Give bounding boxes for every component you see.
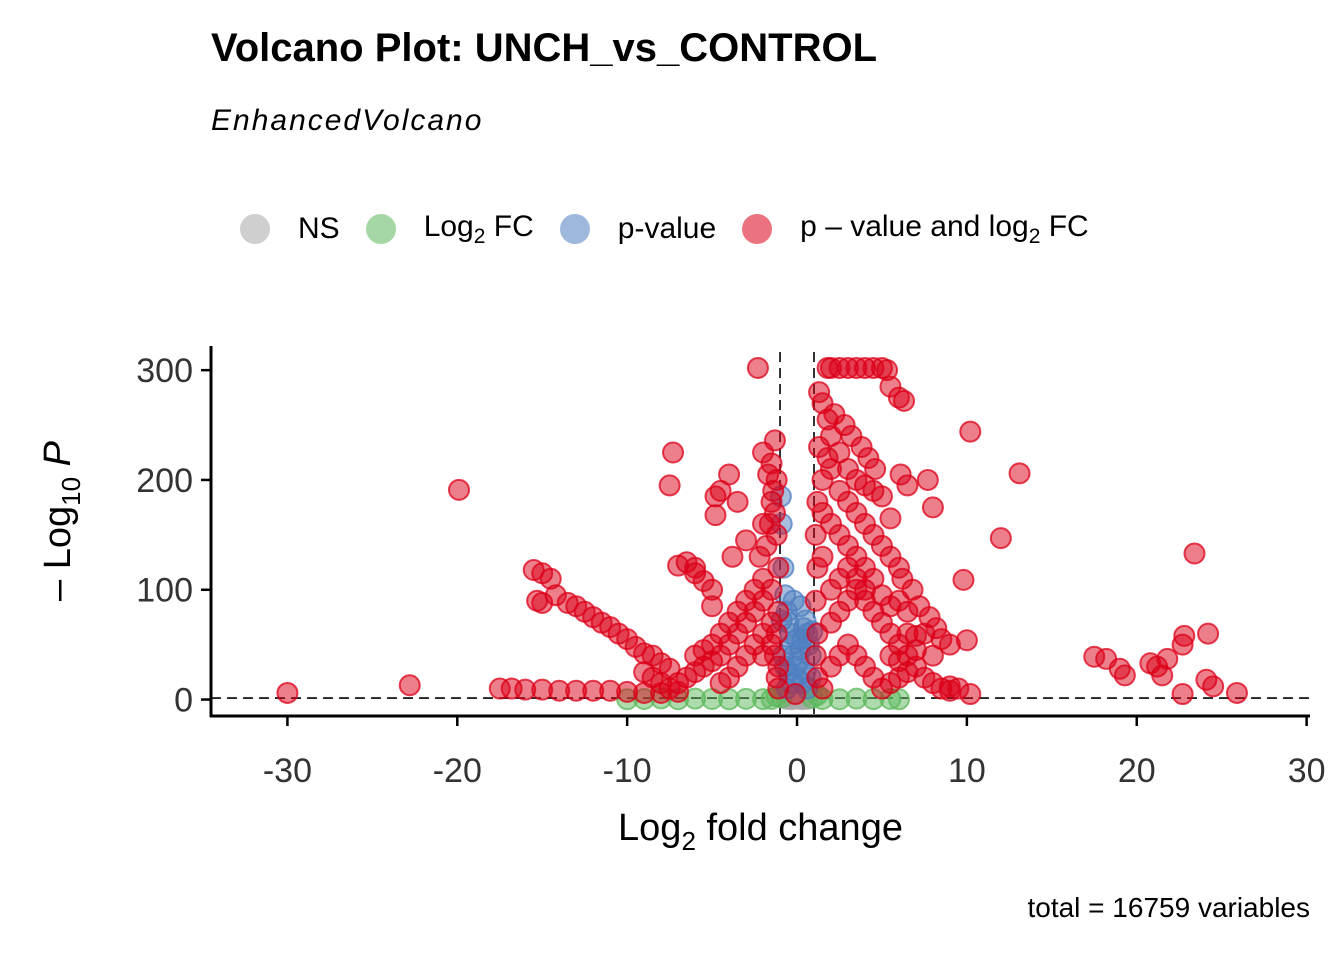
- data-point: [952, 568, 975, 591]
- data-point: [531, 591, 554, 614]
- y-tick-label: 100: [136, 572, 193, 610]
- data-point: [811, 545, 834, 568]
- legend-item: NS: [240, 212, 340, 246]
- data-point: [870, 485, 893, 508]
- data-point: [276, 681, 299, 704]
- legend-key: [742, 214, 773, 244]
- data-point: [804, 644, 827, 667]
- data-point: [959, 683, 982, 706]
- data-point: [959, 420, 982, 443]
- legend-label: p – value and log2 FC: [800, 209, 1089, 248]
- data-point: [887, 650, 910, 673]
- data-point: [752, 512, 775, 535]
- data-point: [658, 474, 681, 497]
- data-point: [662, 441, 685, 464]
- data-point: [786, 628, 809, 651]
- data-point: [718, 463, 741, 486]
- data-point: [398, 674, 421, 697]
- data-point: [1183, 542, 1206, 565]
- data-point: [938, 675, 961, 698]
- chart-title: Volcano Plot: UNCH_vs_CONTROL: [211, 26, 877, 70]
- data-point: [757, 463, 780, 486]
- x-axis-label: Log2 fold change: [618, 807, 903, 856]
- x-tick-label: 30: [1288, 752, 1326, 790]
- data-point: [1113, 664, 1136, 687]
- y-axis-label: – Log10 P: [37, 440, 86, 601]
- data-point: [916, 468, 939, 491]
- data-point: [735, 529, 758, 552]
- x-tick-label: -20: [433, 752, 482, 790]
- legend-key: [365, 214, 396, 244]
- data-point: [704, 504, 727, 527]
- data-point: [1008, 462, 1031, 485]
- legend-item: p-value: [559, 212, 717, 246]
- x-tick-label: 10: [948, 752, 986, 790]
- y-tick-label: 300: [136, 352, 193, 390]
- data-point: [921, 644, 944, 667]
- legend-key: [559, 214, 590, 244]
- data-point: [684, 644, 707, 667]
- chart-caption: total = 16759 variables: [1027, 892, 1310, 923]
- data-point: [806, 490, 829, 513]
- data-point: [709, 672, 732, 695]
- data-point: [726, 490, 749, 513]
- data-point: [748, 545, 771, 568]
- legend: NS Log2 FC p-value p – value and log2 FC: [240, 205, 1115, 253]
- x-tick-label: -10: [603, 752, 652, 790]
- legend-label: Log2 FC: [423, 209, 534, 248]
- data-point: [447, 478, 470, 501]
- data-point: [811, 677, 834, 700]
- data-point: [1156, 647, 1179, 670]
- data-point: [721, 545, 744, 568]
- data-point: [864, 457, 887, 480]
- legend-label: p-value: [617, 212, 717, 245]
- data-point: [921, 496, 944, 519]
- data-point: [893, 389, 916, 412]
- legend-item: p – value and log2 FC: [742, 210, 1089, 249]
- x-tick-label: 20: [1118, 752, 1156, 790]
- data-point: [701, 595, 724, 618]
- y-tick-label: 0: [174, 682, 193, 720]
- chart-subtitle: EnhancedVolcano: [211, 104, 484, 137]
- data-point: [1202, 675, 1225, 698]
- data-point: [1197, 622, 1220, 645]
- data-point: [804, 589, 827, 612]
- data-point: [746, 356, 769, 379]
- data-point: [879, 507, 902, 530]
- data-point: [896, 474, 919, 497]
- data-point: [1173, 624, 1196, 647]
- data-point: [1171, 683, 1194, 706]
- data-point: [633, 661, 656, 684]
- data-point: [767, 556, 790, 579]
- data-point: [760, 633, 783, 656]
- data-point: [760, 611, 783, 634]
- data-point: [989, 527, 1012, 550]
- legend-label: NS: [298, 212, 340, 245]
- data-point: [804, 523, 827, 546]
- x-tick-label: 0: [788, 752, 807, 790]
- data-point: [853, 578, 876, 601]
- data-point: [1225, 681, 1248, 704]
- data-point: [767, 677, 790, 700]
- legend-item: Log2 FC: [365, 209, 534, 249]
- data-point: [816, 446, 839, 469]
- y-tick-label: 200: [136, 462, 193, 500]
- x-tick-label: -30: [263, 752, 312, 790]
- data-point: [925, 617, 948, 640]
- legend-key: [240, 214, 270, 244]
